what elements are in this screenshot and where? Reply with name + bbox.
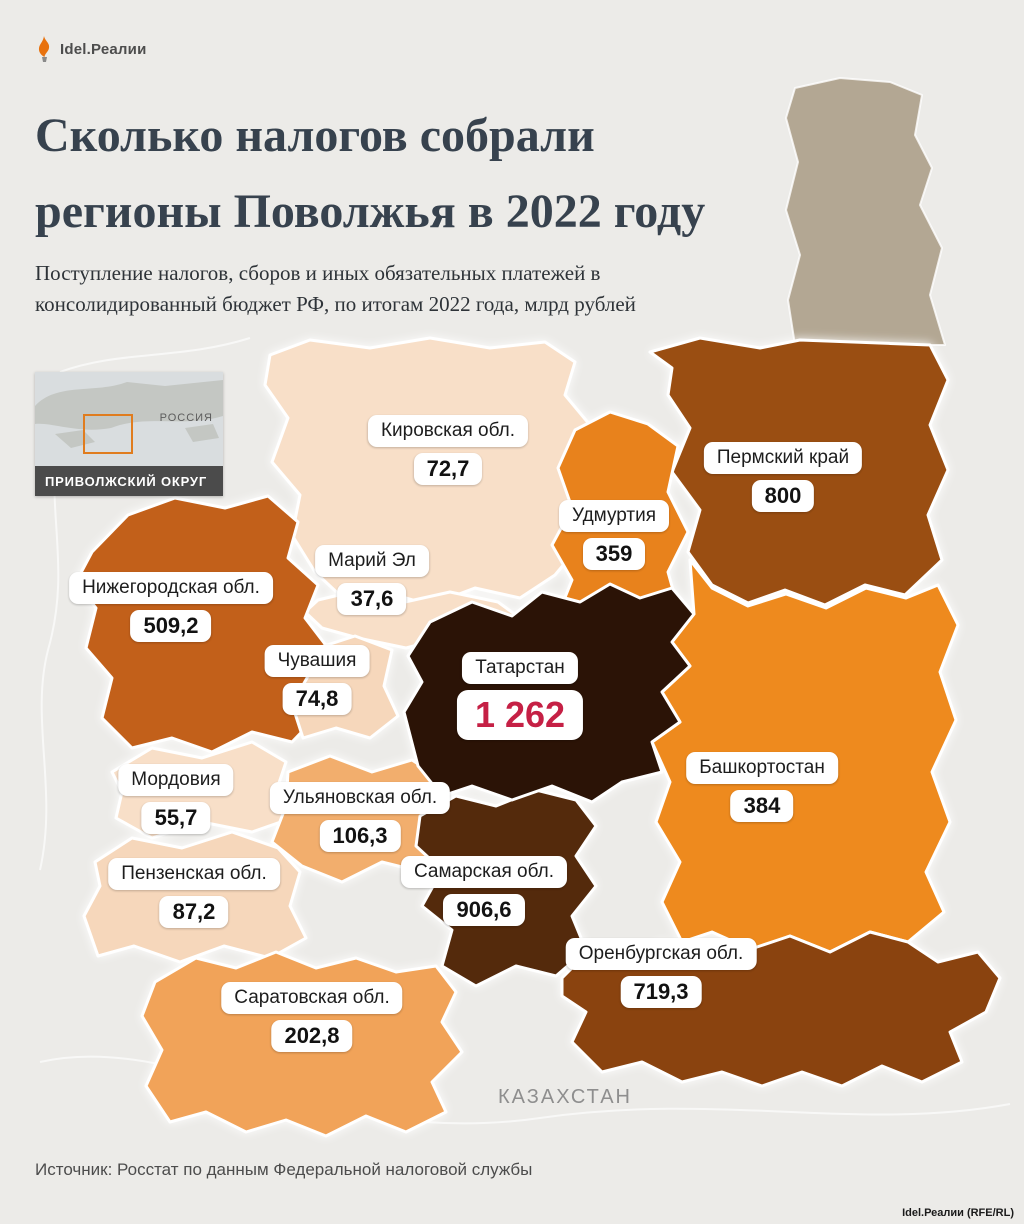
region-value: 87,2 (159, 896, 229, 928)
region-value: 55,7 (141, 802, 211, 834)
region-label-mariel: Марий Эл 37,6 (315, 545, 429, 615)
region-label-permsky: Пермский край 800 (703, 442, 863, 512)
page-title: Сколько налогов собрали регионы Поволжья… (35, 98, 975, 250)
region-value: 202,8 (271, 1020, 353, 1052)
region-label-bashkortostan: Башкортостан 384 (686, 752, 838, 822)
region-value: 359 (582, 538, 646, 570)
region-value: 509,2 (130, 610, 212, 642)
region-label-chuvashia: Чувашия 74,8 (264, 645, 370, 715)
region-name: Пензенская обл. (108, 858, 280, 890)
region-value: 906,6 (443, 894, 525, 926)
region-name: Саратовская обл. (221, 982, 403, 1014)
region-label-ulyanovskaya: Ульяновская обл. 106,3 (269, 782, 451, 852)
region-value: 1 262 (456, 690, 584, 740)
region-value: 106,3 (319, 820, 401, 852)
region-label-orenburgskaya: Оренбургская обл. 719,3 (565, 938, 757, 1008)
region-label-mordovia: Мордовия 55,7 (118, 764, 234, 834)
region-name: Марий Эл (315, 545, 429, 577)
neighbor-region-north-shape (785, 77, 946, 346)
region-name: Удмуртия (559, 500, 669, 532)
neighbor-country-label: КАЗАХСТАН (498, 1086, 632, 1108)
region-name: Оренбургская обл. (565, 938, 757, 970)
region-label-tatarstan: Татарстан 1 262 (456, 652, 584, 740)
brand-logo: Idel.Реалии (35, 36, 147, 62)
locator-inset-sea: РОССИЯ (35, 372, 223, 466)
region-label-udmurtia: Удмуртия 359 (559, 500, 669, 570)
locator-highlight-frame (83, 414, 133, 454)
region-value: 37,6 (337, 583, 407, 615)
region-label-kirovskaya: Кировская обл. 72,7 (367, 415, 529, 485)
background-border-line (59, 337, 251, 373)
torch-flame-icon (38, 36, 50, 62)
region-label-penzenskaya: Пензенская обл. 87,2 (108, 858, 280, 928)
subtitle-line-1: Поступление налогов, сборов и иных обяза… (35, 261, 601, 285)
title-line-2: регионы Поволжья в 2022 году (35, 185, 706, 238)
region-name: Татарстан (462, 652, 578, 684)
region-name: Пермский край (703, 442, 863, 474)
region-name: Самарская обл. (400, 856, 568, 888)
locator-russia-landmass (35, 380, 223, 448)
region-name: Башкортостан (686, 752, 838, 784)
source-note: Источник: Росстат по данным Федеральной … (35, 1160, 533, 1179)
region-name: Чувашия (264, 645, 370, 677)
title-line-1: Сколько налогов собрали (35, 109, 595, 162)
brand-logo-text: Idel.Реалии (60, 40, 147, 58)
region-name: Мордовия (118, 764, 234, 796)
region-label-samarskaya: Самарская обл. 906,6 (400, 856, 568, 926)
credit-note: Idel.Реалии (RFE/RL) (902, 1207, 1014, 1219)
region-value: 384 (730, 790, 794, 822)
region-value: 719,3 (620, 976, 702, 1008)
region-value: 800 (751, 480, 815, 512)
region-name: Нижегородская обл. (69, 572, 273, 604)
subtitle-line-2: консолидированный бюджет РФ, по итогам 2… (35, 292, 636, 316)
region-name: Кировская обл. (367, 415, 529, 447)
page-subtitle: Поступление налогов, сборов и иных обяза… (35, 258, 895, 320)
region-label-saratovskaya: Саратовская обл. 202,8 (221, 982, 403, 1052)
locator-country-label: РОССИЯ (159, 412, 213, 424)
locator-inset-map: РОССИЯ ПРИВОЛЖСКИЙ ОКРУГ (35, 372, 223, 496)
region-value: 74,8 (282, 683, 352, 715)
region-name: Ульяновская обл. (269, 782, 451, 814)
region-label-nizhegorodskaya: Нижегородская обл. 509,2 (69, 572, 273, 642)
region-value: 72,7 (413, 453, 483, 485)
locator-district-label: ПРИВОЛЖСКИЙ ОКРУГ (35, 466, 223, 496)
